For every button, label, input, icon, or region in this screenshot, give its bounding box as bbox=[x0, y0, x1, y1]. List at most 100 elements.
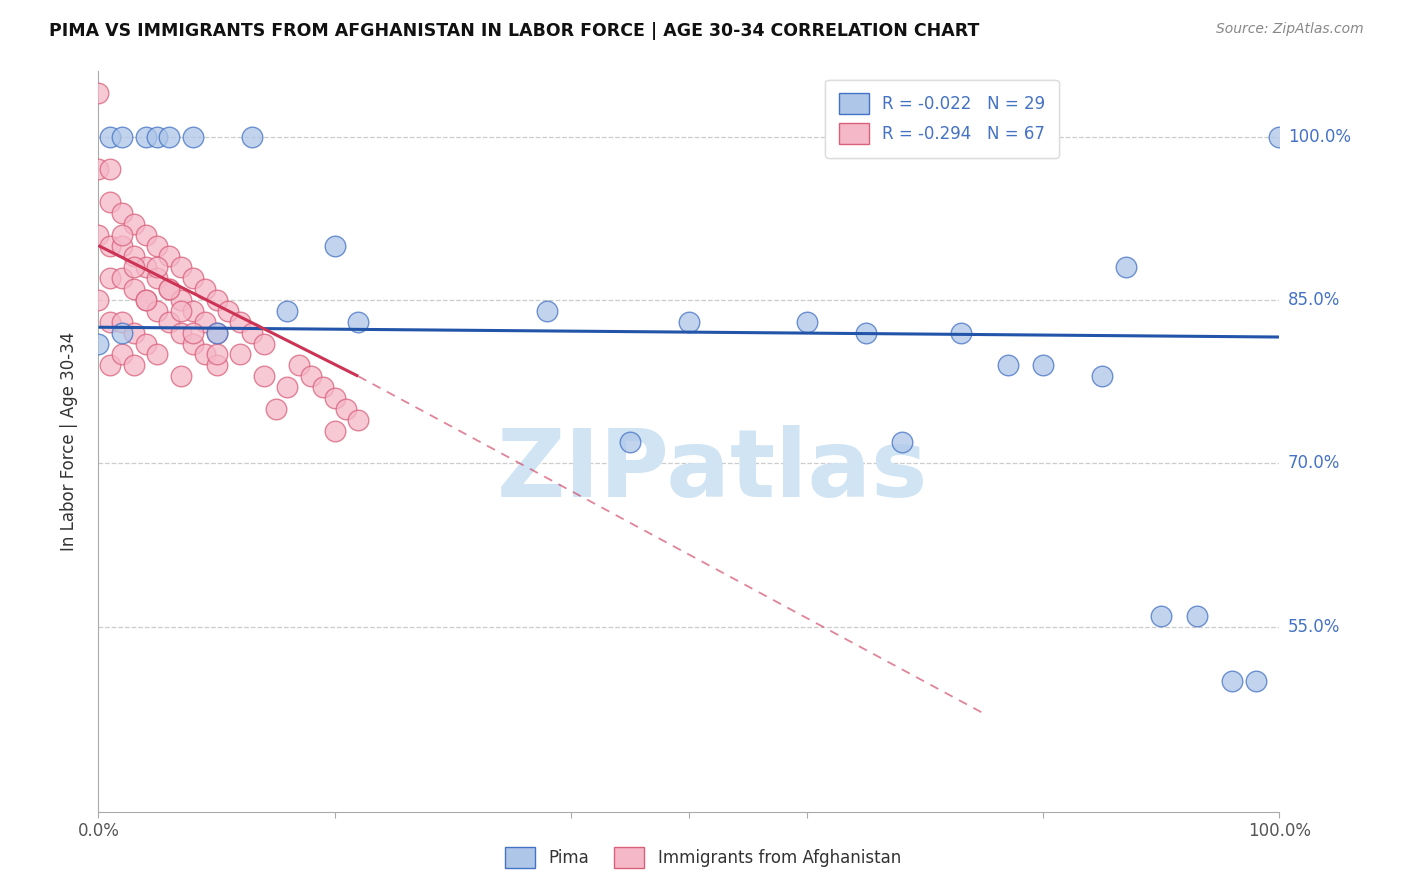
Point bbox=[98, 315, 121, 329]
Point bbox=[157, 282, 180, 296]
Point bbox=[87, 227, 110, 242]
Point bbox=[111, 315, 134, 329]
Point bbox=[87, 336, 110, 351]
Point bbox=[194, 347, 217, 361]
Point bbox=[335, 401, 357, 416]
Legend: Pima, Immigrants from Afghanistan: Pima, Immigrants from Afghanistan bbox=[499, 840, 907, 875]
Point bbox=[98, 271, 121, 285]
Point bbox=[157, 129, 180, 144]
Text: 85.0%: 85.0% bbox=[1288, 291, 1340, 309]
Point bbox=[135, 293, 157, 307]
Point bbox=[1268, 129, 1291, 144]
Point bbox=[122, 359, 145, 373]
Text: Source: ZipAtlas.com: Source: ZipAtlas.com bbox=[1216, 22, 1364, 37]
Point bbox=[135, 293, 157, 307]
Point bbox=[111, 206, 134, 220]
Point bbox=[111, 347, 134, 361]
Point bbox=[1220, 674, 1243, 689]
Point bbox=[194, 282, 217, 296]
Point bbox=[240, 129, 263, 144]
Point bbox=[146, 347, 169, 361]
Point bbox=[181, 271, 204, 285]
Point bbox=[997, 359, 1019, 373]
Point bbox=[122, 282, 145, 296]
Point bbox=[229, 347, 252, 361]
Point bbox=[855, 326, 877, 340]
Point bbox=[194, 315, 217, 329]
Point bbox=[122, 250, 145, 264]
Point bbox=[1150, 608, 1173, 623]
Point bbox=[1244, 674, 1267, 689]
Point bbox=[87, 162, 110, 177]
Text: 70.0%: 70.0% bbox=[1288, 454, 1340, 473]
Point bbox=[135, 227, 157, 242]
Point bbox=[205, 293, 228, 307]
Point bbox=[253, 369, 276, 384]
Point bbox=[135, 336, 157, 351]
Point bbox=[87, 293, 110, 307]
Text: 100.0%: 100.0% bbox=[1288, 128, 1351, 145]
Point bbox=[217, 304, 239, 318]
Point bbox=[347, 315, 370, 329]
Point bbox=[205, 326, 228, 340]
Legend: R = -0.022   N = 29, R = -0.294   N = 67: R = -0.022 N = 29, R = -0.294 N = 67 bbox=[825, 79, 1059, 158]
Point bbox=[312, 380, 335, 394]
Point bbox=[170, 260, 193, 275]
Point bbox=[949, 326, 972, 340]
Point bbox=[796, 315, 818, 329]
Point bbox=[146, 129, 169, 144]
Point bbox=[98, 129, 121, 144]
Point bbox=[276, 304, 298, 318]
Point bbox=[111, 129, 134, 144]
Point bbox=[157, 315, 180, 329]
Point bbox=[1032, 359, 1054, 373]
Point bbox=[146, 304, 169, 318]
Point bbox=[619, 434, 641, 449]
Point bbox=[170, 304, 193, 318]
Point bbox=[111, 238, 134, 252]
Point bbox=[135, 129, 157, 144]
Point bbox=[1091, 369, 1114, 384]
Point bbox=[157, 250, 180, 264]
Point bbox=[205, 347, 228, 361]
Point bbox=[323, 391, 346, 405]
Point bbox=[87, 86, 110, 100]
Point bbox=[98, 238, 121, 252]
Text: 55.0%: 55.0% bbox=[1288, 617, 1340, 636]
Point bbox=[536, 304, 558, 318]
Point bbox=[111, 227, 134, 242]
Point bbox=[1115, 260, 1137, 275]
Point bbox=[181, 336, 204, 351]
Point bbox=[98, 162, 121, 177]
Point bbox=[170, 293, 193, 307]
Point bbox=[135, 260, 157, 275]
Point bbox=[299, 369, 322, 384]
Point bbox=[122, 260, 145, 275]
Point bbox=[1185, 608, 1208, 623]
Point bbox=[205, 359, 228, 373]
Point bbox=[146, 238, 169, 252]
Point bbox=[229, 315, 252, 329]
Point bbox=[253, 336, 276, 351]
Point bbox=[170, 369, 193, 384]
Point bbox=[276, 380, 298, 394]
Point bbox=[111, 271, 134, 285]
Point bbox=[146, 260, 169, 275]
Point bbox=[98, 194, 121, 209]
Text: PIMA VS IMMIGRANTS FROM AFGHANISTAN IN LABOR FORCE | AGE 30-34 CORRELATION CHART: PIMA VS IMMIGRANTS FROM AFGHANISTAN IN L… bbox=[49, 22, 980, 40]
Point bbox=[288, 359, 311, 373]
Point bbox=[157, 282, 180, 296]
Point bbox=[678, 315, 700, 329]
Point bbox=[181, 326, 204, 340]
Point bbox=[205, 326, 228, 340]
Point bbox=[181, 304, 204, 318]
Point bbox=[170, 326, 193, 340]
Point bbox=[122, 217, 145, 231]
Y-axis label: In Labor Force | Age 30-34: In Labor Force | Age 30-34 bbox=[59, 332, 77, 551]
Point bbox=[323, 238, 346, 252]
Point bbox=[146, 271, 169, 285]
Point bbox=[347, 413, 370, 427]
Point bbox=[890, 434, 912, 449]
Text: ZIPatlas: ZIPatlas bbox=[496, 425, 928, 517]
Point bbox=[323, 424, 346, 438]
